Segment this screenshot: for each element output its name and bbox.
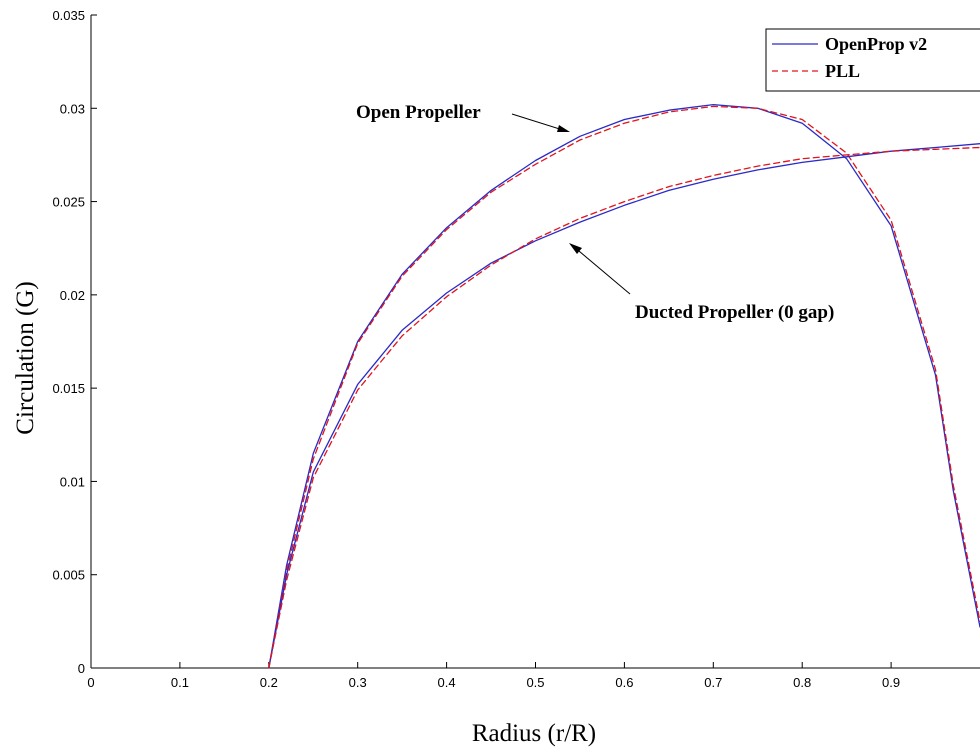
x-tick-label: 0.2 — [260, 675, 278, 690]
axes — [90, 15, 980, 669]
x-tick-label: 0.3 — [349, 675, 367, 690]
x-tick-label: 0.8 — [793, 675, 811, 690]
annotation-ducted-propeller-arrow — [572, 245, 631, 295]
y-tick-label: 0.03 — [60, 101, 85, 116]
series-line-ducted-pll — [268, 146, 980, 669]
tick-marks — [90, 14, 892, 669]
x-tick-label: 0.4 — [438, 675, 456, 690]
y-tick-label: 0.005 — [52, 568, 85, 583]
y-tick-label: 0.035 — [52, 8, 85, 23]
x-tick-label: 0.7 — [704, 675, 722, 690]
x-tick-label: 0.5 — [526, 675, 544, 690]
y-tick-label: 0.025 — [52, 195, 85, 210]
annotation-open-propeller-arrow — [511, 113, 567, 132]
y-tick-label: 0.02 — [60, 288, 85, 303]
legend: OpenProp v2 PLL — [765, 28, 980, 92]
x-tick-label: 0.1 — [171, 675, 189, 690]
legend-label-pll: PLL — [825, 61, 860, 81]
y-tick-label: 0.01 — [60, 474, 85, 489]
y-axis-title: Circulation (G) — [12, 281, 39, 434]
plot-lines — [268, 103, 980, 669]
x-tick-label: 0.6 — [615, 675, 633, 690]
annotation-open-propeller-arrowhead — [557, 125, 570, 132]
series-line-open-openprop — [268, 103, 980, 669]
tick-labels: 0 0.1 0.2 0.3 0.4 0.5 0.6 0.7 0.8 0.9 0 0.005 0.01 0.… — [52, 8, 900, 690]
series-line-ducted-openprop — [268, 143, 980, 669]
annotation-ducted-propeller-arrowhead — [569, 243, 582, 254]
annotation-ducted-propeller: Ducted Propeller (0 gap) — [635, 302, 834, 323]
y-tick-label: 0.015 — [52, 381, 85, 396]
x-tick-label: 0.9 — [882, 675, 900, 690]
x-axis-title: Radius (r/R) — [472, 720, 596, 747]
y-tick-label: 0 — [78, 661, 85, 676]
legend-label-openprop: OpenProp v2 — [825, 34, 927, 54]
series-line-open-pll — [268, 105, 980, 669]
annotation-open-propeller: Open Propeller — [356, 102, 481, 123]
legend-box — [765, 28, 980, 92]
x-tick-label: 0 — [87, 675, 94, 690]
